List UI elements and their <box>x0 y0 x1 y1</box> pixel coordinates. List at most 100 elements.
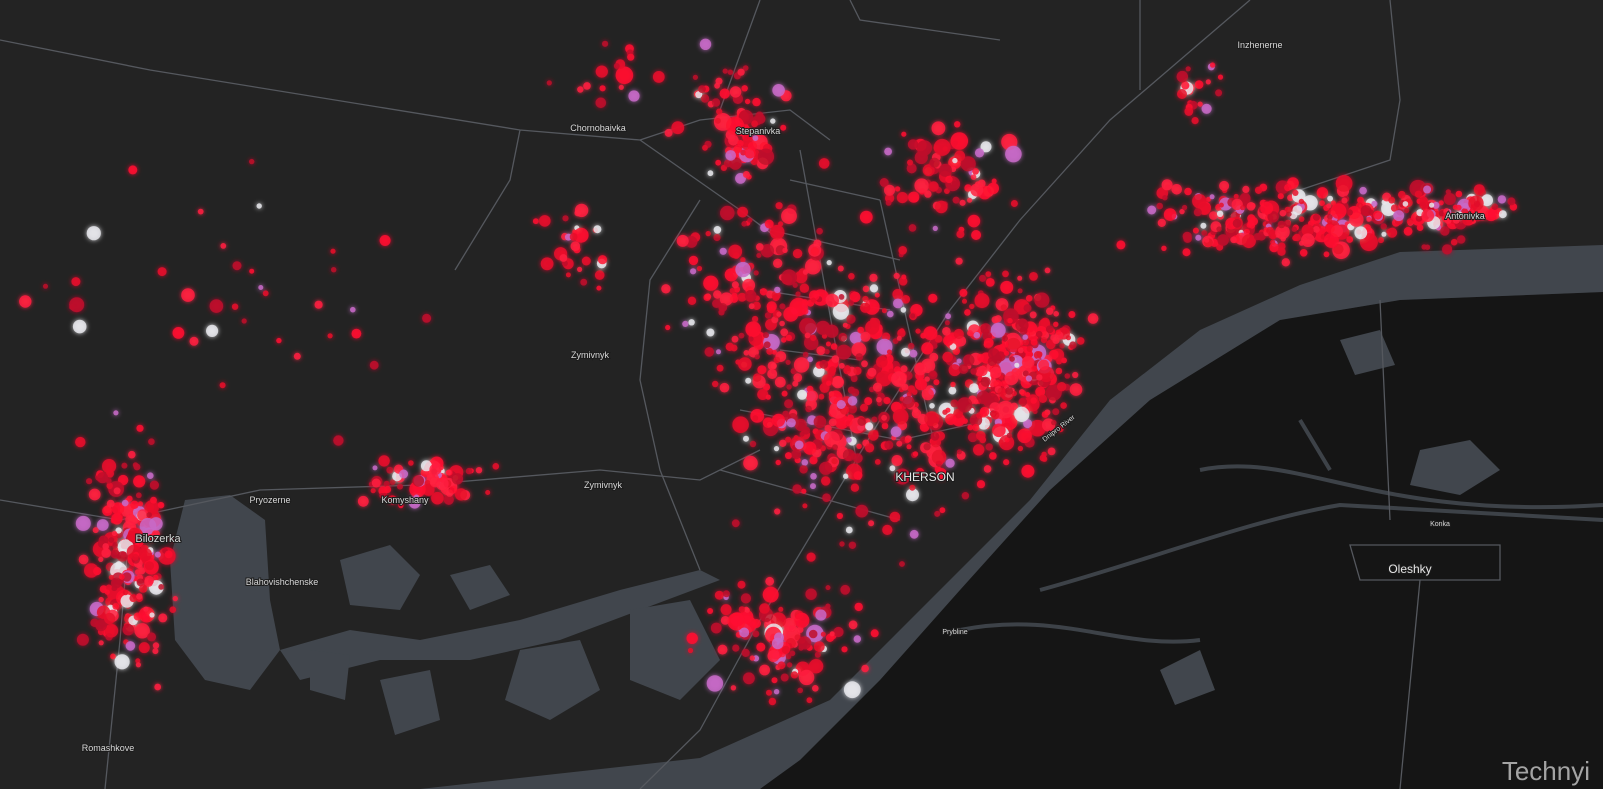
incident-dot <box>719 382 730 393</box>
incident-dot <box>889 465 896 472</box>
incident-dot <box>935 200 948 214</box>
incident-dot <box>1450 238 1458 246</box>
incident-dot <box>737 68 745 76</box>
incident-dot <box>1218 202 1224 208</box>
incident-dot <box>794 634 801 641</box>
incident-dot <box>1030 338 1038 346</box>
incident-dot <box>781 208 797 225</box>
incident-dot <box>1069 341 1077 349</box>
incident-dot <box>112 543 118 549</box>
incident-dot <box>1242 185 1250 193</box>
incident-dot <box>773 356 780 364</box>
incident-dot <box>369 360 379 370</box>
incident-dot <box>912 407 919 414</box>
incident-dot <box>879 178 889 187</box>
incident-dot <box>1004 371 1019 386</box>
incident-dot <box>779 320 785 327</box>
incident-dot <box>850 375 858 383</box>
incident-dot <box>757 389 769 400</box>
incident-dot <box>1022 370 1029 377</box>
incident-dot <box>815 609 827 621</box>
incident-dot <box>969 303 975 310</box>
incident-dot <box>752 315 759 323</box>
incident-dot <box>1018 397 1028 407</box>
incident-dot <box>465 467 473 475</box>
incident-dot <box>169 606 177 613</box>
incident-dot <box>1381 231 1387 237</box>
incident-dot <box>1301 233 1315 247</box>
river-label: Prybline <box>942 629 967 636</box>
incident-dot <box>939 507 946 514</box>
incident-dot <box>1001 335 1009 342</box>
incident-dot <box>1195 234 1202 241</box>
incident-dot <box>1057 426 1064 433</box>
incident-dot <box>1201 230 1208 236</box>
incident-dot <box>942 327 951 336</box>
incident-dot <box>86 478 93 485</box>
incident-dot <box>742 65 749 71</box>
incident-dot <box>597 255 608 265</box>
incident-dot <box>771 349 777 355</box>
incident-dot <box>786 384 792 390</box>
incident-dot <box>782 247 788 253</box>
incident-dot <box>743 455 758 471</box>
incident-dot <box>706 675 724 692</box>
incident-dot <box>769 224 785 240</box>
incident-dot <box>1006 337 1021 353</box>
incident-dot <box>125 514 137 526</box>
incident-dot <box>842 449 856 462</box>
incident-dot <box>1021 464 1035 478</box>
incident-dot <box>687 296 697 305</box>
incident-dot <box>1191 117 1199 125</box>
incident-dot <box>451 473 464 485</box>
incident-dot <box>806 390 818 403</box>
incident-dot <box>241 318 247 324</box>
incident-dot <box>720 205 735 221</box>
incident-dot <box>492 463 500 470</box>
incident-dot <box>1014 406 1030 422</box>
incident-dot <box>1241 234 1256 249</box>
incident-dot <box>970 368 977 375</box>
incident-dot <box>902 396 915 409</box>
incident-dot <box>688 255 699 266</box>
incident-dot <box>75 515 91 531</box>
incident-dot <box>944 320 950 326</box>
incident-dot <box>805 405 812 413</box>
incident-dot <box>826 380 832 386</box>
incident-dot <box>845 526 853 534</box>
incident-dot <box>1177 89 1187 99</box>
incident-dot <box>1017 275 1023 281</box>
incident-dot <box>559 254 568 262</box>
incident-dot <box>1292 235 1298 242</box>
incident-dot <box>757 365 767 375</box>
incident-dot <box>1010 200 1018 207</box>
incident-dot <box>699 38 712 50</box>
incident-dot <box>1017 347 1024 354</box>
incident-dot <box>740 593 752 604</box>
incident-dot <box>595 65 608 78</box>
incident-dot <box>424 480 431 486</box>
incident-dot <box>785 436 792 443</box>
incident-dot <box>137 509 149 521</box>
incident-dot <box>1206 196 1211 202</box>
incident-dot <box>771 413 786 427</box>
incident-dot <box>914 378 927 391</box>
incident-dot <box>1052 336 1060 344</box>
incident-dot <box>780 673 789 682</box>
incident-dot <box>249 158 255 165</box>
incident-dot <box>821 476 831 486</box>
incident-dot <box>952 196 960 204</box>
incident-dot <box>999 435 1015 451</box>
incident-dot <box>702 144 708 151</box>
incident-dot <box>682 320 689 327</box>
incident-dot <box>112 603 120 610</box>
incident-dot <box>420 460 432 472</box>
incident-dot <box>583 82 591 90</box>
incident-dot <box>1192 227 1199 234</box>
incident-dot <box>838 294 845 300</box>
incident-dot <box>891 371 907 387</box>
incident-dot <box>870 629 879 638</box>
incident-dot <box>831 458 838 465</box>
incident-dot <box>1239 192 1251 204</box>
incident-dot <box>722 590 730 598</box>
